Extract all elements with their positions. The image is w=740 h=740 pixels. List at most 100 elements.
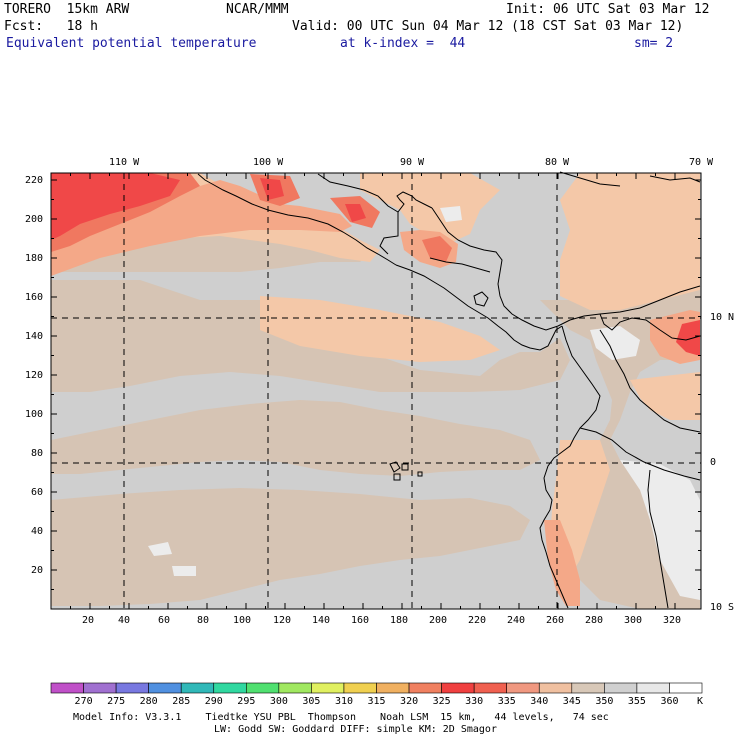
theta-e-region bbox=[260, 296, 500, 362]
model-info-line: Model Info: V3.3.1 Tiedtke YSU PBL Thomp… bbox=[73, 712, 609, 723]
lake-nicaragua bbox=[473, 291, 489, 307]
x-index-label: 20 bbox=[82, 615, 95, 626]
organization-label: NCAR/MMM bbox=[226, 2, 289, 17]
colorbar-swatch bbox=[311, 682, 345, 694]
lat-lon-grid bbox=[51, 173, 701, 609]
lon-label-100w: 100 W bbox=[253, 157, 284, 168]
colorbar-swatch bbox=[441, 682, 475, 694]
colorbar-label: 270 bbox=[74, 696, 93, 707]
colorbar-swatch bbox=[538, 682, 573, 694]
colorbar-swatch bbox=[636, 682, 670, 694]
y-index-label: 120 bbox=[25, 370, 44, 381]
colorbar-swatch bbox=[246, 682, 280, 694]
colorbar-label: 280 bbox=[139, 696, 158, 707]
x-index-label: 300 bbox=[624, 615, 643, 626]
theta-e-region bbox=[51, 400, 540, 476]
theta-e-region bbox=[51, 173, 180, 240]
mexico-coastline bbox=[197, 173, 397, 266]
theta-e-region bbox=[440, 206, 462, 222]
theta-e-region bbox=[172, 566, 196, 576]
central-america-pacific bbox=[395, 264, 563, 351]
theta-e-region bbox=[560, 173, 700, 310]
mexico-guatemala-border bbox=[379, 212, 399, 255]
colorbar-label: 285 bbox=[172, 696, 191, 707]
galapagos-island-4 bbox=[417, 471, 423, 477]
x-index-label: 240 bbox=[507, 615, 526, 626]
colorbar-label: 320 bbox=[400, 696, 419, 707]
y-index-label: 20 bbox=[31, 565, 44, 576]
theta-e-region bbox=[148, 542, 172, 556]
colorbar-label: 300 bbox=[269, 696, 288, 707]
y-index-label: 60 bbox=[31, 487, 44, 498]
x-index-label: 80 bbox=[197, 615, 210, 626]
map-frame bbox=[50, 172, 702, 610]
colorbar-swatch bbox=[571, 682, 605, 694]
colorbar-swatch bbox=[343, 682, 377, 694]
colorbar-label: 305 bbox=[302, 696, 321, 707]
colorbar-label: 290 bbox=[204, 696, 223, 707]
y-index-label: 220 bbox=[25, 175, 44, 186]
south-america-west-coast bbox=[539, 325, 601, 609]
x-index-label: 180 bbox=[390, 615, 409, 626]
theta-e-region bbox=[630, 372, 700, 420]
colorbar-unit: K bbox=[697, 696, 704, 707]
y-index-label: 100 bbox=[25, 409, 44, 420]
colorbar-swatch bbox=[604, 682, 638, 694]
colorbar-swatch bbox=[506, 682, 540, 694]
venezuela-coast bbox=[599, 313, 701, 341]
smoothing-label: sm= 2 bbox=[634, 36, 674, 51]
theta-e-region bbox=[422, 236, 452, 262]
lon-label-110w: 110 W bbox=[109, 157, 140, 168]
lat-label-equator: 0 bbox=[710, 457, 717, 468]
theta-e-region bbox=[345, 204, 366, 222]
theta-e-region bbox=[360, 173, 500, 244]
theta-e-region bbox=[51, 488, 530, 606]
x-index-label: 220 bbox=[468, 615, 487, 626]
colorbar-swatch bbox=[408, 682, 442, 694]
physics-info-line: LW: Godd SW: Goddard DIFF: simple KM: 2D… bbox=[214, 724, 497, 735]
coastlines bbox=[197, 171, 701, 609]
x-index-label: 320 bbox=[663, 615, 682, 626]
model-title: TORERO 15km ARW bbox=[4, 2, 130, 17]
valid-time: Valid: 00 UTC Sun 04 Mar 12 (18 CST Sat … bbox=[292, 19, 684, 34]
ecuador-peru-border bbox=[579, 427, 701, 481]
x-index-label: 260 bbox=[546, 615, 565, 626]
colorbar-swatch bbox=[669, 682, 703, 694]
lon-label-70w: 70 W bbox=[689, 157, 714, 168]
colorbar-label: 355 bbox=[627, 696, 646, 707]
x-index-label: 280 bbox=[585, 615, 604, 626]
colorbar-swatch bbox=[278, 682, 312, 694]
colorbar-swatch bbox=[148, 682, 182, 694]
galapagos-island-2 bbox=[401, 463, 409, 471]
x-index-label: 100 bbox=[233, 615, 252, 626]
colorbar bbox=[50, 682, 703, 694]
y-index-label: 200 bbox=[25, 214, 44, 225]
lat-label-10s: 10 S bbox=[710, 602, 735, 613]
x-index-label: 60 bbox=[158, 615, 171, 626]
theta-e-field bbox=[51, 173, 701, 609]
colorbar-label: 330 bbox=[465, 696, 484, 707]
axis-tick-marks bbox=[50, 173, 701, 610]
y-index-label: 180 bbox=[25, 253, 44, 264]
colorbar-label: 315 bbox=[367, 696, 386, 707]
y-index-label: 160 bbox=[25, 292, 44, 303]
colombia-border bbox=[599, 329, 701, 433]
y-index-label: 40 bbox=[31, 526, 44, 537]
colorbar-swatch bbox=[180, 682, 215, 694]
central-america-caribbean bbox=[431, 207, 701, 331]
y-index-label: 140 bbox=[25, 331, 44, 342]
colorbar-label: 335 bbox=[497, 696, 516, 707]
colorbar-swatch bbox=[115, 682, 149, 694]
x-index-label: 160 bbox=[351, 615, 370, 626]
colorbar-swatch bbox=[473, 682, 507, 694]
colorbar-label: 310 bbox=[334, 696, 353, 707]
theta-e-region bbox=[676, 320, 700, 356]
theta-e-region bbox=[620, 460, 700, 600]
colorbar-swatch bbox=[376, 682, 410, 694]
cuba-coast bbox=[559, 171, 621, 187]
lat-label-10n: 10 N bbox=[710, 312, 735, 323]
forecast-hour: Fcst: 18 h bbox=[4, 19, 98, 34]
colorbar-swatch bbox=[213, 682, 247, 694]
colorbar-label: 345 bbox=[562, 696, 581, 707]
